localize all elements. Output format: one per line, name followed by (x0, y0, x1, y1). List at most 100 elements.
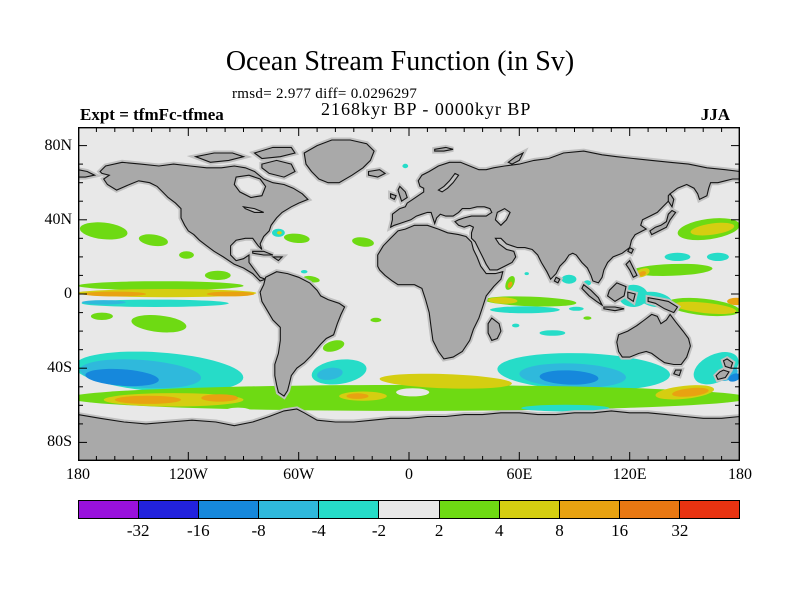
tick-layer (79, 128, 739, 460)
island-madagascar (487, 317, 502, 342)
island-novaya-zemlya (507, 151, 525, 165)
anomaly-region (317, 367, 343, 380)
anomaly-region (204, 270, 231, 280)
colorbar-cell (679, 501, 740, 518)
anomaly-region (539, 330, 566, 336)
anomaly-region (322, 340, 345, 352)
season-label: JJA (700, 105, 730, 124)
colorbar-boundary-label: -8 (251, 521, 266, 540)
anomaly-region (85, 368, 159, 387)
anomaly-region (79, 222, 128, 240)
island-new-zealand-south (715, 369, 730, 381)
island-sakhalin (667, 192, 675, 209)
colorbar-cell (619, 501, 680, 518)
colorbar-cell (559, 501, 620, 518)
continent-australia (616, 313, 691, 366)
island-tasmania (673, 369, 682, 377)
colorbar-cell (379, 501, 440, 518)
island-great-britain (397, 185, 408, 203)
island-new-guinea (647, 297, 679, 314)
anomaly-region (568, 306, 584, 311)
lat-tick-label: 80S (47, 433, 72, 451)
anomaly-region (283, 233, 310, 244)
colorbar-cell (259, 501, 320, 518)
colorbar-boundary-label: 16 (611, 521, 629, 540)
colorbar-boundary-label: 8 (555, 521, 564, 540)
islands-canadian-arctic-east (253, 146, 296, 160)
continent-south-america (259, 271, 346, 397)
peninsula-chukotka-west-edge (78, 169, 97, 178)
lon-tick-label: 0 (405, 466, 413, 483)
colorbar-boundary-label: 2 (434, 521, 444, 540)
anomaly-region (524, 272, 529, 276)
lon-tick-label: 120W (168, 466, 208, 483)
anomaly-region (225, 407, 251, 415)
anomaly-layer (78, 163, 740, 418)
anomaly-region (664, 252, 691, 261)
anomaly-region (370, 317, 382, 323)
colorbar-boundary-label: -4 (311, 521, 326, 540)
island-iceland (367, 169, 387, 178)
anomaly-region (673, 301, 737, 315)
lon-tick-label: 60W (283, 466, 315, 483)
map-frame (78, 127, 740, 461)
lon-tick-label: 60E (506, 466, 533, 483)
colorbar-boundary-label: -32 (126, 521, 150, 540)
anomaly-region (706, 252, 729, 261)
anomaly-region (114, 395, 181, 404)
island-sulawesi (627, 291, 636, 303)
lat-tick-label: 80N (44, 136, 72, 154)
island-cuba (252, 250, 274, 256)
anomaly-region (631, 263, 713, 276)
island-svalbard (434, 146, 454, 152)
anomaly-region (138, 234, 168, 247)
island-taiwan (627, 246, 635, 254)
anomaly-region (396, 388, 430, 397)
anomaly-region (539, 370, 599, 385)
island-borneo (606, 282, 627, 303)
lon-tick-label: 180 (728, 466, 752, 483)
anomaly-region (521, 404, 610, 412)
anomaly-region (147, 408, 207, 418)
anomaly-region (201, 394, 238, 402)
lat-tick-label: 40N (44, 210, 72, 228)
island-java (603, 306, 625, 312)
island-sumatra (581, 283, 604, 307)
anomaly-region (672, 387, 709, 397)
anomaly-region (78, 384, 740, 411)
island-sri-lanka (553, 276, 561, 284)
continent-north-america (99, 161, 309, 282)
stats-line: rmsd= 2.977 diff= 0.0296297 (232, 86, 418, 102)
anomaly-region (346, 393, 369, 399)
anomaly-region (583, 316, 592, 320)
anomaly-region (638, 271, 647, 277)
anomaly-region (490, 306, 560, 314)
colorbar-cell (499, 501, 560, 518)
lon-tick-label: 120E (612, 466, 647, 483)
continent-antarctica (78, 408, 740, 461)
lat-tick-label: 40S (47, 359, 72, 377)
anomaly-region (512, 323, 520, 328)
colorbar-cell (79, 501, 140, 518)
islands-philippines (625, 259, 638, 279)
colorbar-boundary-label: -16 (187, 521, 210, 540)
anomaly-region (78, 281, 244, 291)
colorbar-boundary-label: -2 (371, 521, 386, 540)
island-hispaniola (271, 256, 284, 262)
anomaly-region (83, 291, 147, 297)
anomaly-region (352, 237, 374, 247)
island-new-zealand-north (722, 358, 734, 369)
islands-japan (649, 209, 677, 236)
lat-tick-label: 0 (64, 285, 72, 302)
anomaly-region (727, 297, 740, 306)
colorbar-boundary-label: 4 (495, 521, 504, 540)
anomaly-region (507, 281, 513, 288)
lon-tick-label: 180 (66, 466, 90, 483)
experiment-label: Expt = tfmFc-tfmea (80, 105, 224, 124)
colorbar-cell (139, 501, 200, 518)
anomaly-region (206, 291, 255, 297)
colorbar-cell (199, 501, 260, 518)
anomaly-region (561, 274, 577, 284)
map-plot (78, 127, 740, 461)
